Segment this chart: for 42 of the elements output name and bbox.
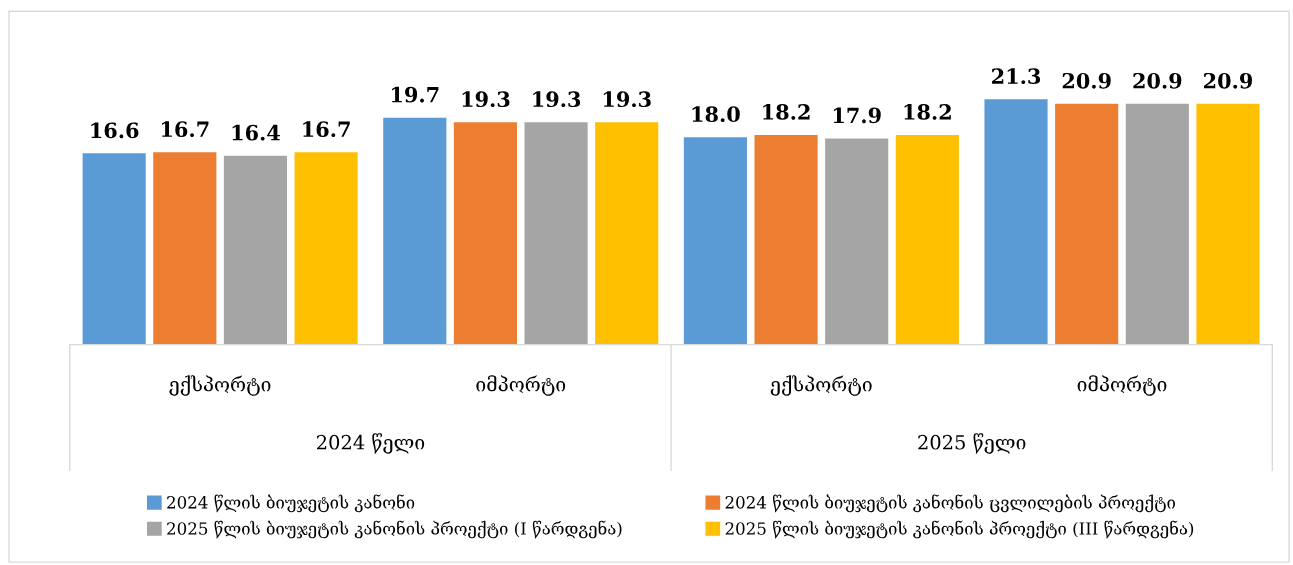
data-label: 19.3 — [603, 91, 651, 108]
data-label: 18.0 — [692, 106, 740, 123]
data-label: 20.9 — [1203, 72, 1253, 89]
text: 2025 წელი — [918, 433, 1026, 454]
text: 2024 წელი — [317, 433, 425, 454]
bar — [895, 134, 959, 345]
data-label: 16.6 — [91, 122, 139, 139]
data-label: 16.7 — [303, 121, 350, 138]
bar — [383, 117, 447, 345]
legend-label: 2024 წლის ბიუჯეტის კანონის ცვლილების პროექტი — [725, 494, 1175, 513]
bar — [223, 155, 288, 345]
bar — [984, 99, 1048, 345]
data-label: 16.4 — [232, 124, 280, 141]
data-label: 19.3 — [533, 91, 581, 108]
data-label: 18.2 — [763, 104, 810, 120]
data-label: 20.9 — [1133, 72, 1182, 89]
bar — [524, 122, 588, 345]
x-tick-label: იმპორტი — [1077, 375, 1167, 396]
x-tick-label: ექსპორტი — [770, 375, 872, 396]
bar — [1055, 103, 1119, 345]
bar — [683, 137, 747, 345]
data-label: 19.3 — [462, 91, 510, 108]
bar — [825, 138, 889, 345]
data-label: 20.9 — [1062, 72, 1111, 89]
data-label: 18.2 — [904, 104, 951, 120]
bar — [82, 153, 146, 345]
bar — [1196, 103, 1260, 345]
data-label: 17.9 — [833, 107, 881, 124]
bar — [1125, 103, 1189, 345]
legend-label: 2025 წლის ბიუჯეტის კანონის პროექტი (I წარდგენა) — [167, 520, 622, 539]
bar — [294, 152, 358, 345]
data-label: 16.7 — [161, 121, 209, 138]
bar — [595, 122, 659, 345]
bar — [453, 122, 517, 345]
legend-label: 2024 წლის ბიუჯეტის კანონი — [167, 494, 415, 513]
x-tick-label: ექსპორტი — [169, 375, 271, 396]
data-label: 19.7 — [391, 86, 439, 103]
data-label: 21.3 — [992, 68, 1041, 85]
bar — [153, 152, 217, 345]
bar — [754, 134, 818, 345]
x-tick-label: იმპორტი — [476, 375, 566, 396]
legend-label: 2025 წლის ბიუჯეტის კანონის პროექტი (III წარდგენა) — [725, 520, 1194, 539]
